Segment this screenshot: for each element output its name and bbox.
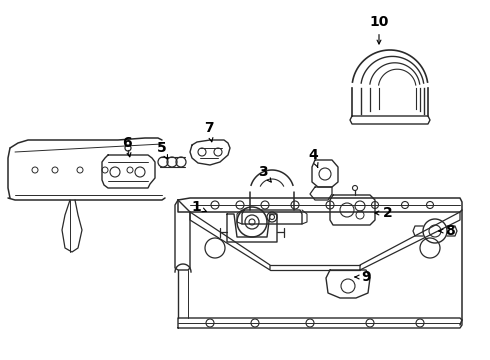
- Text: 7: 7: [204, 121, 214, 142]
- Text: 5: 5: [157, 141, 168, 159]
- Text: 4: 4: [308, 148, 318, 167]
- Text: 3: 3: [258, 165, 271, 182]
- Text: 6: 6: [122, 136, 132, 157]
- Text: 9: 9: [355, 270, 371, 284]
- Text: 2: 2: [375, 206, 393, 220]
- Text: 1: 1: [191, 200, 207, 214]
- Text: 8: 8: [439, 224, 455, 238]
- Text: 10: 10: [369, 15, 389, 44]
